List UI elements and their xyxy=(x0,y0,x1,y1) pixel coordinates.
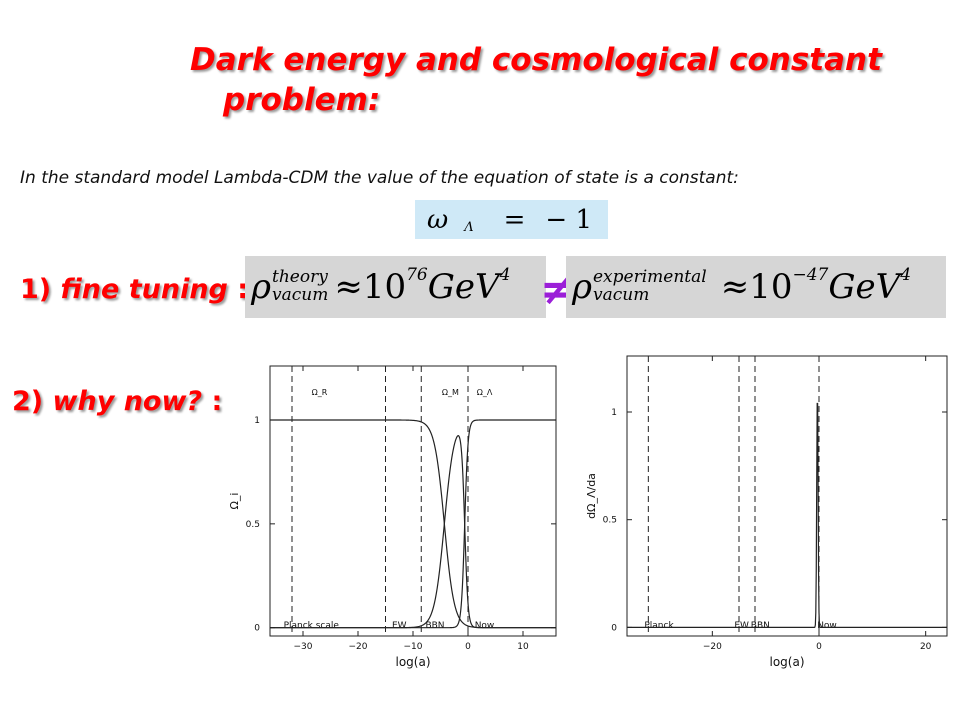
item2-text: why now? xyxy=(52,386,203,417)
x-tick-label: 20 xyxy=(920,642,932,652)
epoch-label: Now xyxy=(817,621,837,631)
x-tick-label: 0 xyxy=(816,642,822,652)
title-line-2: problem: xyxy=(223,82,381,118)
eq-w-rhs: − 1 xyxy=(545,204,592,235)
region-label: Ω_Λ xyxy=(477,388,493,397)
x-tick-label: −30 xyxy=(294,642,313,652)
eq-t-sup: theory xyxy=(272,267,328,288)
lambda-series-line xyxy=(270,419,556,629)
x-tick-label: −10 xyxy=(404,642,423,652)
epoch-label: EW xyxy=(392,621,407,631)
eq-t-rho: ρ xyxy=(251,267,271,307)
item2-colon: : xyxy=(211,386,223,417)
plot-frame xyxy=(626,355,948,637)
region-label: Ω_M xyxy=(442,388,459,397)
epoch-label: Now xyxy=(475,621,495,631)
eq-w-lhs: ω xyxy=(427,204,449,235)
plot-frame xyxy=(269,365,557,637)
title-line-1: Dark energy and cosmological constant xyxy=(190,42,882,78)
epoch-label: BBN xyxy=(425,621,444,631)
eq-w-rel: = xyxy=(503,204,526,235)
eq-e-sub: vacum xyxy=(593,285,650,305)
item-why-now: 2) why now? : xyxy=(12,386,222,417)
eq-t-sub: vacum xyxy=(272,285,329,305)
y-tick-label: 0 xyxy=(611,623,617,633)
item2-num: 2) xyxy=(12,386,44,417)
eq-e-sup: experimental xyxy=(593,267,707,288)
eq-e-unit: GeV xyxy=(828,267,901,307)
equation-of-state-box: ω Λ = − 1 xyxy=(415,200,608,239)
x-tick-label: 10 xyxy=(517,642,529,652)
y-tick-label: 0.5 xyxy=(246,520,260,530)
matter-series-line xyxy=(270,435,556,629)
y-tick-label: 0 xyxy=(254,624,260,634)
eq-t-exp: 76 xyxy=(406,265,428,285)
d-omega-lambda-plot: −20 0 20 0 0.5 1 Planck EW BBN Now log(a) dΩ_Λ/da xyxy=(585,355,948,669)
epoch-label: Planck xyxy=(644,621,674,631)
eq-t-stack: theory vacum xyxy=(272,267,329,305)
y-tick-label: 1 xyxy=(611,408,617,418)
eq-e-rho: ρ xyxy=(572,267,592,307)
x-tick-label: 0 xyxy=(465,642,471,652)
x-axis-label: log(a) xyxy=(769,655,804,669)
eq-e-exp: −47 xyxy=(792,265,829,285)
eq-e-approx: ≈ xyxy=(720,267,750,307)
epoch-label: BBN xyxy=(751,621,770,631)
theory-equation-box: ρ theory vacum ≈ 10 76 GeV 4 xyxy=(245,256,546,318)
item1-num: 1) xyxy=(20,274,52,305)
y-axis-label: dΩ_Λ/da xyxy=(585,473,598,519)
item1-text: fine tuning xyxy=(60,274,228,305)
eq-e-unit-exp: 4 xyxy=(900,265,912,285)
experimental-equation-box: ρ experimental vacum ≈ 10 −47 GeV 4 xyxy=(566,256,946,318)
radiation-series-line xyxy=(270,419,556,629)
y-tick-label: 1 xyxy=(254,416,260,426)
item-fine-tuning: 1) fine tuning : xyxy=(20,274,248,305)
intro-text: In the standard model Lambda-CDM the val… xyxy=(20,168,739,188)
peak-series-line xyxy=(627,402,947,628)
x-tick-label: −20 xyxy=(349,642,368,652)
eq-t-unit: GeV xyxy=(427,267,500,307)
x-tick-label: −20 xyxy=(703,642,722,652)
eq-t-unit-exp: 4 xyxy=(499,265,511,285)
item1-colon: : xyxy=(237,274,249,305)
eq-e-value: 10 xyxy=(749,267,793,307)
epoch-label: Planck scale xyxy=(284,621,340,631)
eq-w-sub: Λ xyxy=(464,220,474,235)
eq-e-stack: experimental vacum xyxy=(593,267,707,305)
omega-density-plot: −30 −20 −10 0 10 0 0.5 1 Planck scale EW BBN Now Ω_R… xyxy=(228,365,557,669)
epoch-label: EW xyxy=(734,621,749,631)
slide-title: Dark energy and cosmological constant pr… xyxy=(190,40,890,120)
x-axis-label: log(a) xyxy=(395,655,430,669)
region-label: Ω_R xyxy=(312,388,328,397)
y-axis-label: Ω_i xyxy=(228,493,241,510)
eq-t-approx: ≈ xyxy=(334,267,363,307)
y-tick-label: 0.5 xyxy=(603,516,617,526)
eq-t-value: 10 xyxy=(362,267,407,307)
